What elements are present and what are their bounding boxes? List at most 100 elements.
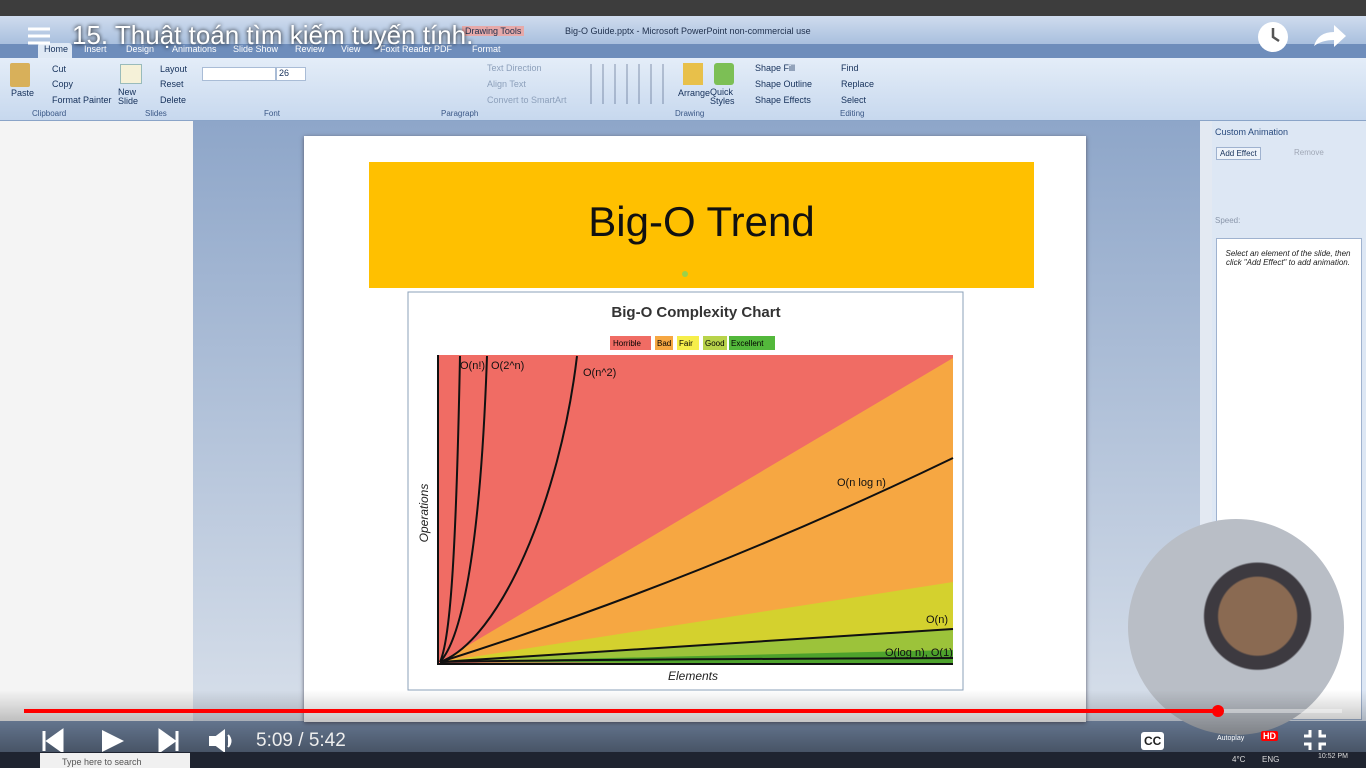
autoplay-label[interactable]: Autoplay [1217,735,1245,742]
quick-styles-icon [714,63,734,85]
curve-label: O(n) [926,614,948,626]
group-label: Slides [145,109,167,118]
curve-label: O(n^2) [583,367,616,379]
pane-title: Custom Animation [1215,127,1289,137]
ribbon-button[interactable]: Text Direction [487,63,542,73]
ribbon-button[interactable]: Quick Styles [710,87,735,106]
window-title: Big-O Guide.pptx - Microsoft PowerPoint … [565,26,811,36]
group-label: Font [264,109,281,118]
ribbon-button[interactable]: Replace [841,79,875,89]
ribbon-button[interactable]: Select [841,95,867,105]
top-controls[interactable] [1256,20,1350,54]
ribbon-button[interactable]: Format Painter [52,95,112,105]
ribbon-button[interactable]: Reset [160,79,184,89]
taskbar [0,752,1366,768]
active-tab-bg [38,43,72,58]
group-label: Paragraph [441,109,479,118]
legend-label: Good [705,339,725,348]
new-slide-icon [120,64,142,84]
video-title: 15. Thuật toán tìm kiếm tuyến tính. [72,20,474,50]
curve [439,457,954,663]
tab[interactable]: Home [44,44,69,54]
x-axis-label: Elements [668,669,718,683]
curve [439,657,954,663]
ribbon-button[interactable]: Shape Fill [755,63,796,73]
time-display: 5:09 / 5:42 [256,730,346,751]
top-bar [0,0,1366,16]
tab[interactable]: Animations [172,44,217,54]
progress-thumb[interactable] [1212,705,1224,717]
curve [439,355,461,663]
legend-swatch [703,336,727,350]
legend-swatch [677,336,699,350]
curve-label: O(n log n) [837,477,886,489]
ribbon-button[interactable]: Find [841,63,859,73]
weather: 4°C [1232,755,1246,764]
y-axis-label: Operations [417,484,431,543]
legend-swatch [610,336,651,350]
ribbon-button[interactable]: Align Text [487,79,526,89]
ribbon-button[interactable]: Convert to SmartArt [487,95,567,105]
curve-label: O(n!) [460,360,485,372]
ribbon-button[interactable]: Shape Outline [755,79,813,89]
ribbon-button[interactable]: New Slide [118,87,139,106]
slide-title: Big-O Trend [588,198,815,245]
tab[interactable]: Foxit Reader PDF [380,44,453,54]
pane-hint: Select an element of the slide, then cli… [1225,249,1351,267]
legend-swatch [729,336,775,350]
clock: 10:52 PM [1318,753,1348,760]
left-area [0,121,193,721]
slide-title-box [369,162,1034,288]
search-text: Type here to search [62,757,142,767]
remove-button[interactable]: Remove [1294,148,1324,157]
font-name-box[interactable] [202,67,276,81]
speed-label: Speed: [1215,216,1241,225]
hd-badge: HD [1261,731,1278,741]
group-label: Editing [840,109,865,118]
curve [439,355,488,663]
legend-label: Excellent [731,339,764,348]
paste-icon [10,63,30,87]
ribbon-button[interactable]: Delete [160,95,187,105]
axes [437,355,953,665]
cc-button[interactable]: CC [1141,732,1165,750]
curve [439,628,954,663]
tab[interactable]: View [341,44,361,54]
title-bar [0,16,1366,44]
add-effect-button[interactable]: Add Effect [1216,147,1261,160]
curve [439,355,578,663]
group-label: Drawing [675,109,705,118]
ribbon-button[interactable]: Layout [160,64,188,74]
group-label: Clipboard [32,109,67,118]
font-size-box[interactable]: 26 [276,67,306,81]
language: ENG [1262,755,1280,764]
ribbon-button[interactable]: Shape Effects [755,95,811,105]
tab[interactable]: Format [472,44,501,54]
chart-title: Big-O Complexity Chart [611,304,780,321]
arrange-icon [683,63,703,85]
progress-played [24,709,1218,713]
ribbon-button[interactable]: Cut [52,64,67,74]
ribbon-button[interactable]: Paste [11,88,35,98]
chart-image: Big-O Complexity Chart Horrible Bad Fair… [407,271,964,691]
menu-icon[interactable] [28,26,50,46]
ribbon-button[interactable]: Copy [52,79,74,89]
legend-swatch [655,336,673,350]
region-bad [440,358,953,664]
tab[interactable]: Review [295,44,325,54]
shapes-gallery[interactable] [580,64,670,104]
tab-strip [0,44,1366,58]
exit-fullscreen[interactable] [1302,728,1328,752]
search-box[interactable] [40,753,190,768]
player-left-controls[interactable] [40,728,240,754]
tab[interactable]: Slide Show [233,44,279,54]
legend-label: Fair [679,339,693,348]
rotate-handle [682,271,688,277]
tab[interactable]: Design [126,44,155,54]
curve-label: O(log n), O(1) [885,647,953,659]
ribbon-button[interactable]: Arrange [678,88,711,98]
tab[interactable]: Insert [84,44,107,54]
context-tab: Drawing Tools [462,26,525,36]
legend-label: Bad [657,339,671,348]
